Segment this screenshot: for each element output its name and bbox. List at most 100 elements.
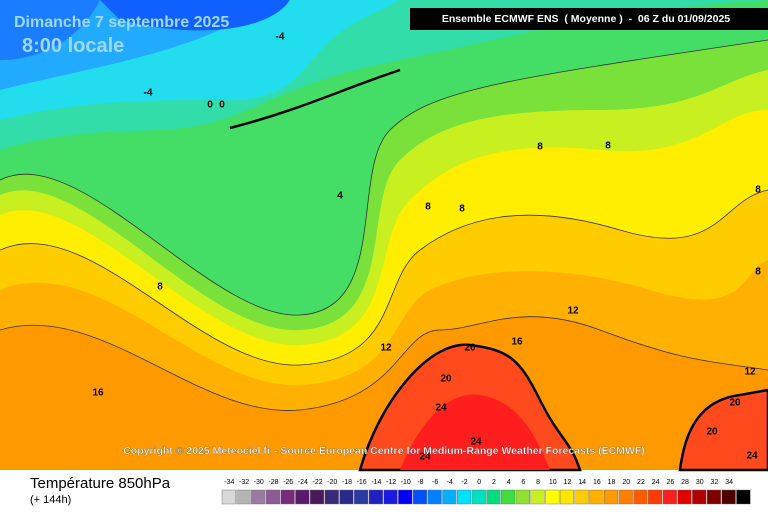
forecast-date: Dimanche 7 septembre 2025 <box>14 14 229 31</box>
contour-line <box>0 189 768 366</box>
legend-swatch <box>251 489 266 505</box>
legend-swatch <box>295 489 310 505</box>
contour-label: -4 <box>144 88 153 99</box>
legend-swatch <box>662 489 677 505</box>
legend-swatch <box>442 489 457 505</box>
contour-label: 20 <box>464 343 476 354</box>
contour-label: 8 <box>537 142 543 153</box>
contour-label: 12 <box>380 343 392 354</box>
legend-swatch <box>706 489 721 505</box>
model-info: Ensemble ECMWF ENS ( Moyenne ) - 06 Z du… <box>442 13 730 25</box>
legend-label: 14 <box>578 479 586 486</box>
legend-swatch <box>280 489 295 505</box>
legend-label: -6 <box>432 479 438 486</box>
legend-swatch <box>471 489 486 505</box>
legend-label: 18 <box>608 479 616 486</box>
contour-label: 12 <box>744 367 756 378</box>
legend-label: 22 <box>637 479 645 486</box>
legend-label: 24 <box>652 479 660 486</box>
legend-label: 26 <box>666 479 674 486</box>
legend-label: -24 <box>298 479 308 486</box>
contour-line <box>229 68 401 130</box>
contour-label: 8 <box>459 204 465 215</box>
legend-swatch <box>574 489 589 505</box>
contour-line <box>0 316 768 411</box>
contour-label: 20 <box>729 398 741 409</box>
legend-label: -30 <box>254 479 264 486</box>
legend-label: 2 <box>492 479 496 486</box>
contour-label: -4 <box>276 32 285 43</box>
legend-swatch <box>633 489 648 505</box>
legend-swatch <box>383 489 398 505</box>
contour-label: 24 <box>470 437 482 448</box>
legend-label: -4 <box>447 479 453 486</box>
legend-label: 10 <box>549 479 557 486</box>
legend-label: -34 <box>224 479 234 486</box>
legend-label: -26 <box>283 479 293 486</box>
contour-label: 16 <box>511 337 523 348</box>
legend-label: -2 <box>461 479 467 486</box>
temp-zone <box>0 0 100 60</box>
legend-label: -14 <box>371 479 381 486</box>
legend-swatch <box>339 489 354 505</box>
legend-swatch <box>236 489 251 505</box>
legend-label: 12 <box>564 479 572 486</box>
legend-label: -16 <box>357 479 367 486</box>
contour-label: 24 <box>419 452 431 463</box>
map-title: Température 850hPa <box>30 475 171 492</box>
legend-swatch <box>310 489 325 505</box>
legend-label: 32 <box>711 479 719 486</box>
legend-label: 20 <box>622 479 630 486</box>
legend-swatch <box>604 489 619 505</box>
temp-zone <box>100 0 290 31</box>
copyright: Copyright © 2025 Meteociel.fr - Source E… <box>123 445 645 457</box>
legend-label: 30 <box>696 479 704 486</box>
legend-swatch <box>427 489 442 505</box>
legend-label: -18 <box>342 479 352 486</box>
legend-swatch <box>559 489 574 505</box>
legend-label: -10 <box>401 479 411 486</box>
contour-label: 8 <box>755 267 761 278</box>
legend-swatch <box>398 489 413 505</box>
legend-label: -32 <box>239 479 249 486</box>
model-banner <box>410 8 768 30</box>
legend-swatch <box>530 489 545 505</box>
forecast-time: 8:00 locale <box>22 35 124 57</box>
contour-labels: -4 -4 0 0 4 8 8 8 8 8 8 8 12 12 12 16 16 20 20 20 20 24 24 24 24 <box>92 32 761 463</box>
legend-swatch <box>677 489 692 505</box>
legend-label: -12 <box>386 479 396 486</box>
contour-label: 8 <box>605 141 611 152</box>
contour-label: 12 <box>567 306 579 317</box>
legend-swatch <box>648 489 663 505</box>
legend-swatch <box>457 489 472 505</box>
contour-label: 8 <box>425 202 431 213</box>
contour-label: 16 <box>92 388 104 399</box>
legend-swatch <box>221 489 236 505</box>
legend-swatch <box>354 489 369 505</box>
legend-swatch <box>692 489 707 505</box>
legend-label: 16 <box>593 479 601 486</box>
legend-swatch <box>589 489 604 505</box>
contour-label: 0 <box>219 100 225 111</box>
contour-label: 24 <box>746 451 758 462</box>
contour-label: 20 <box>440 374 452 385</box>
legend-swatch <box>501 489 516 505</box>
legend: -34 -32 -30 -28 -26 -24 -22 -20 -18 -16 -14 -12 -10-… <box>221 479 751 505</box>
legend-label: 6 <box>521 479 525 486</box>
contour-label: 4 <box>337 191 343 202</box>
temp-zone <box>678 388 768 472</box>
legend-label: 8 <box>536 479 540 486</box>
lead-time: (+ 144h) <box>30 494 71 506</box>
legend-label: -8 <box>417 479 423 486</box>
contour-label: 0 <box>207 100 213 111</box>
legend-swatch <box>486 489 501 505</box>
legend-swatch <box>515 489 530 505</box>
legend-label: -20 <box>327 479 337 486</box>
contour-label: 20 <box>706 427 718 438</box>
legend-swatch <box>618 489 633 505</box>
contour-label: 8 <box>755 185 761 196</box>
legend-label: 0 <box>477 479 481 486</box>
legend-swatch <box>736 489 751 505</box>
legend-swatch <box>545 489 560 505</box>
contour-line <box>0 39 768 316</box>
